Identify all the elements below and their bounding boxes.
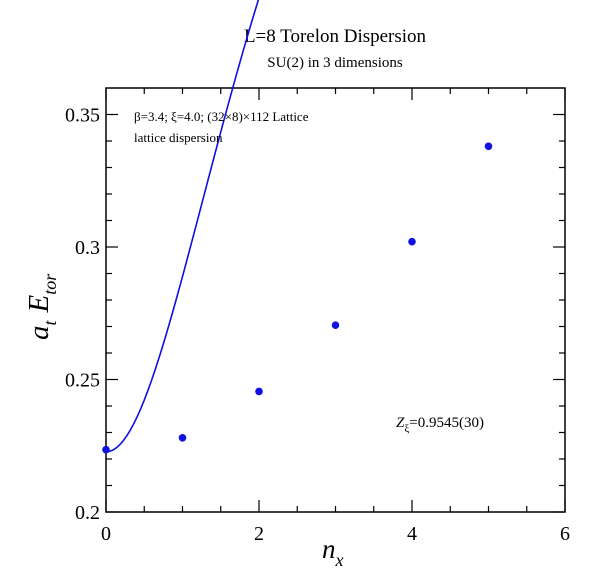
x-tick-label: 2 (254, 523, 264, 545)
fit-curve (105, 0, 260, 453)
annotation-fit-type: lattice dispersion (134, 130, 223, 145)
z-symbol: Z (396, 415, 405, 431)
x-tick-label: 6 (560, 523, 570, 545)
y-axis-label: at Etor (23, 273, 60, 340)
x-axis-label: nx (322, 534, 344, 570)
annotation-lattice-params: β=3.4; ξ=4.0; (32×8)×112 Lattice (134, 109, 309, 124)
chart-title: L=8 Torelon Dispersion (244, 26, 427, 47)
z-value: =0.9545(30) (409, 415, 484, 431)
x-tick-label: 0 (101, 523, 111, 545)
y-tick-label: 0.35 (65, 105, 100, 127)
data-point (102, 445, 110, 454)
chart-subtitle: SU(2) in 3 dimensions (267, 55, 403, 71)
x-label-main: n (322, 534, 336, 564)
y-label-e-sub: tor (40, 273, 60, 295)
annotation-z-xi: Zξ=0.9545(30) (396, 415, 484, 435)
y-label-a: a (23, 326, 55, 341)
plot-frame (105, 87, 566, 513)
y-label-a-sub: t (40, 320, 60, 326)
z-subscript: ξ (404, 423, 409, 435)
data-point (408, 237, 416, 246)
data-point (255, 387, 263, 396)
axis-tick-labels: 0 2 4 6 0.2 0.25 0.3 0.35 (65, 105, 570, 546)
y-label-e: E (23, 294, 55, 313)
y-tick-label: 0.2 (75, 502, 100, 524)
x-label-sub: x (335, 550, 344, 570)
data-points (102, 142, 493, 454)
x-tick-label: 4 (407, 523, 417, 545)
data-point (178, 434, 187, 442)
y-tick-label: 0.3 (75, 237, 100, 259)
y-tick-label: 0.25 (65, 370, 100, 392)
data-point (484, 142, 493, 151)
data-point (331, 321, 340, 329)
axis-ticks (105, 88, 566, 513)
